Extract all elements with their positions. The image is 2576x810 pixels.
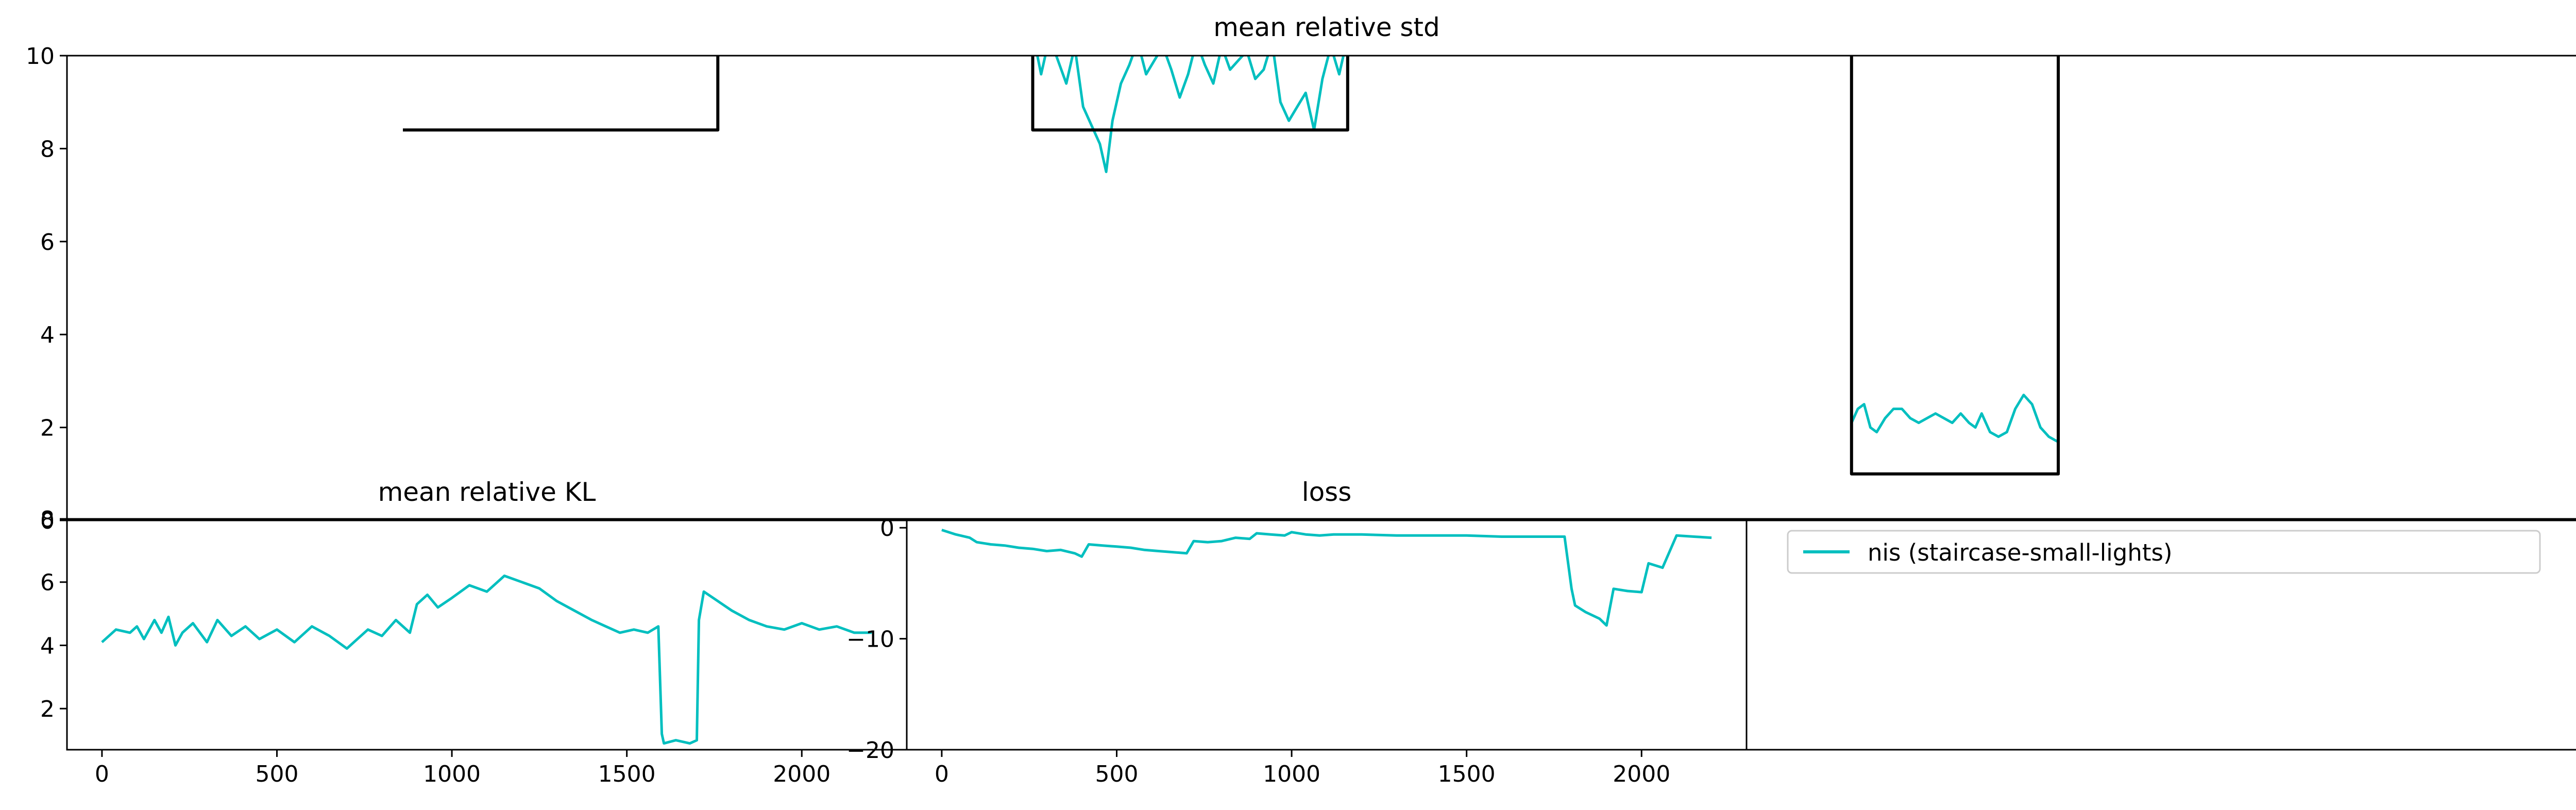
loss-x-axis: 0 500 1000 1500 2000 <box>935 750 1670 787</box>
std-ytick-label: 8 <box>40 136 55 162</box>
kl-ytick-label: 8 <box>40 507 55 533</box>
loss-ytick-label: −10 <box>846 627 894 653</box>
legend-label-nis: nis (staircase-small-lights) <box>1868 539 2173 566</box>
std-series-reference-line-1 <box>1850 56 2060 476</box>
std-ytick-label: 10 <box>26 43 55 70</box>
std-series-reference-line-0 <box>403 56 1349 132</box>
kl-x-axis: 0 500 1000 1500 2000 <box>95 750 831 787</box>
loss-ytick-label: −20 <box>846 737 894 764</box>
kl-xtick-label: 1000 <box>423 761 481 787</box>
loss-y-axis: 0 −10 −20 <box>846 515 907 764</box>
kl-xtick-label: 2000 <box>773 761 831 787</box>
std-series-nis-line-0 <box>1036 56 1345 173</box>
std-ytick-label: 2 <box>40 415 55 442</box>
kl-ytick-label: 4 <box>40 633 55 659</box>
kl-plot-area <box>101 575 872 745</box>
std-ytick-label: 6 <box>40 229 55 256</box>
std-axes-frame <box>66 55 2576 521</box>
kl-title: mean relative KL <box>378 477 596 507</box>
std-ytick-label: 0 <box>40 508 55 534</box>
std-plot-area <box>403 56 2060 476</box>
loss-plot-area <box>941 529 1712 627</box>
kl-ytick-label: 2 <box>40 696 55 722</box>
loss-ytick-label: 0 <box>880 515 894 542</box>
loss-title: loss <box>1302 477 1352 507</box>
std-title: mean relative std <box>1213 12 1440 42</box>
loss-xtick-label: 1500 <box>1438 761 1496 787</box>
kl-series-nis-line-0 <box>101 575 872 745</box>
std-panel: mean relative std 0 2 4 6 8 10 <box>26 12 2576 534</box>
std-y-axis: 0 2 4 6 8 10 <box>26 43 67 534</box>
kl-y-axis: 2 4 6 8 <box>40 507 67 722</box>
loss-xtick-label: 1000 <box>1263 761 1320 787</box>
kl-xtick-label: 1500 <box>598 761 656 787</box>
kl-xtick-label: 0 <box>95 761 109 787</box>
legend-axes-frame <box>1745 518 2576 751</box>
loss-xtick-label: 2000 <box>1613 761 1670 787</box>
legend-box <box>1787 530 2541 574</box>
kl-xtick-label: 500 <box>256 761 299 787</box>
loss-series-nis-line-0 <box>941 529 1712 627</box>
loss-xtick-label: 500 <box>1095 761 1139 787</box>
kl-panel: mean relative KL 2 4 6 8 0 500 1000 1500 2000 <box>40 477 908 787</box>
kl-ytick-label: 6 <box>40 570 55 596</box>
std-series-nis-line-1 <box>1850 394 2058 443</box>
loss-xtick-label: 0 <box>935 761 949 787</box>
std-ytick-label: 4 <box>40 322 55 348</box>
legend-panel: nis (staircase-small-lights) <box>1745 518 2576 751</box>
